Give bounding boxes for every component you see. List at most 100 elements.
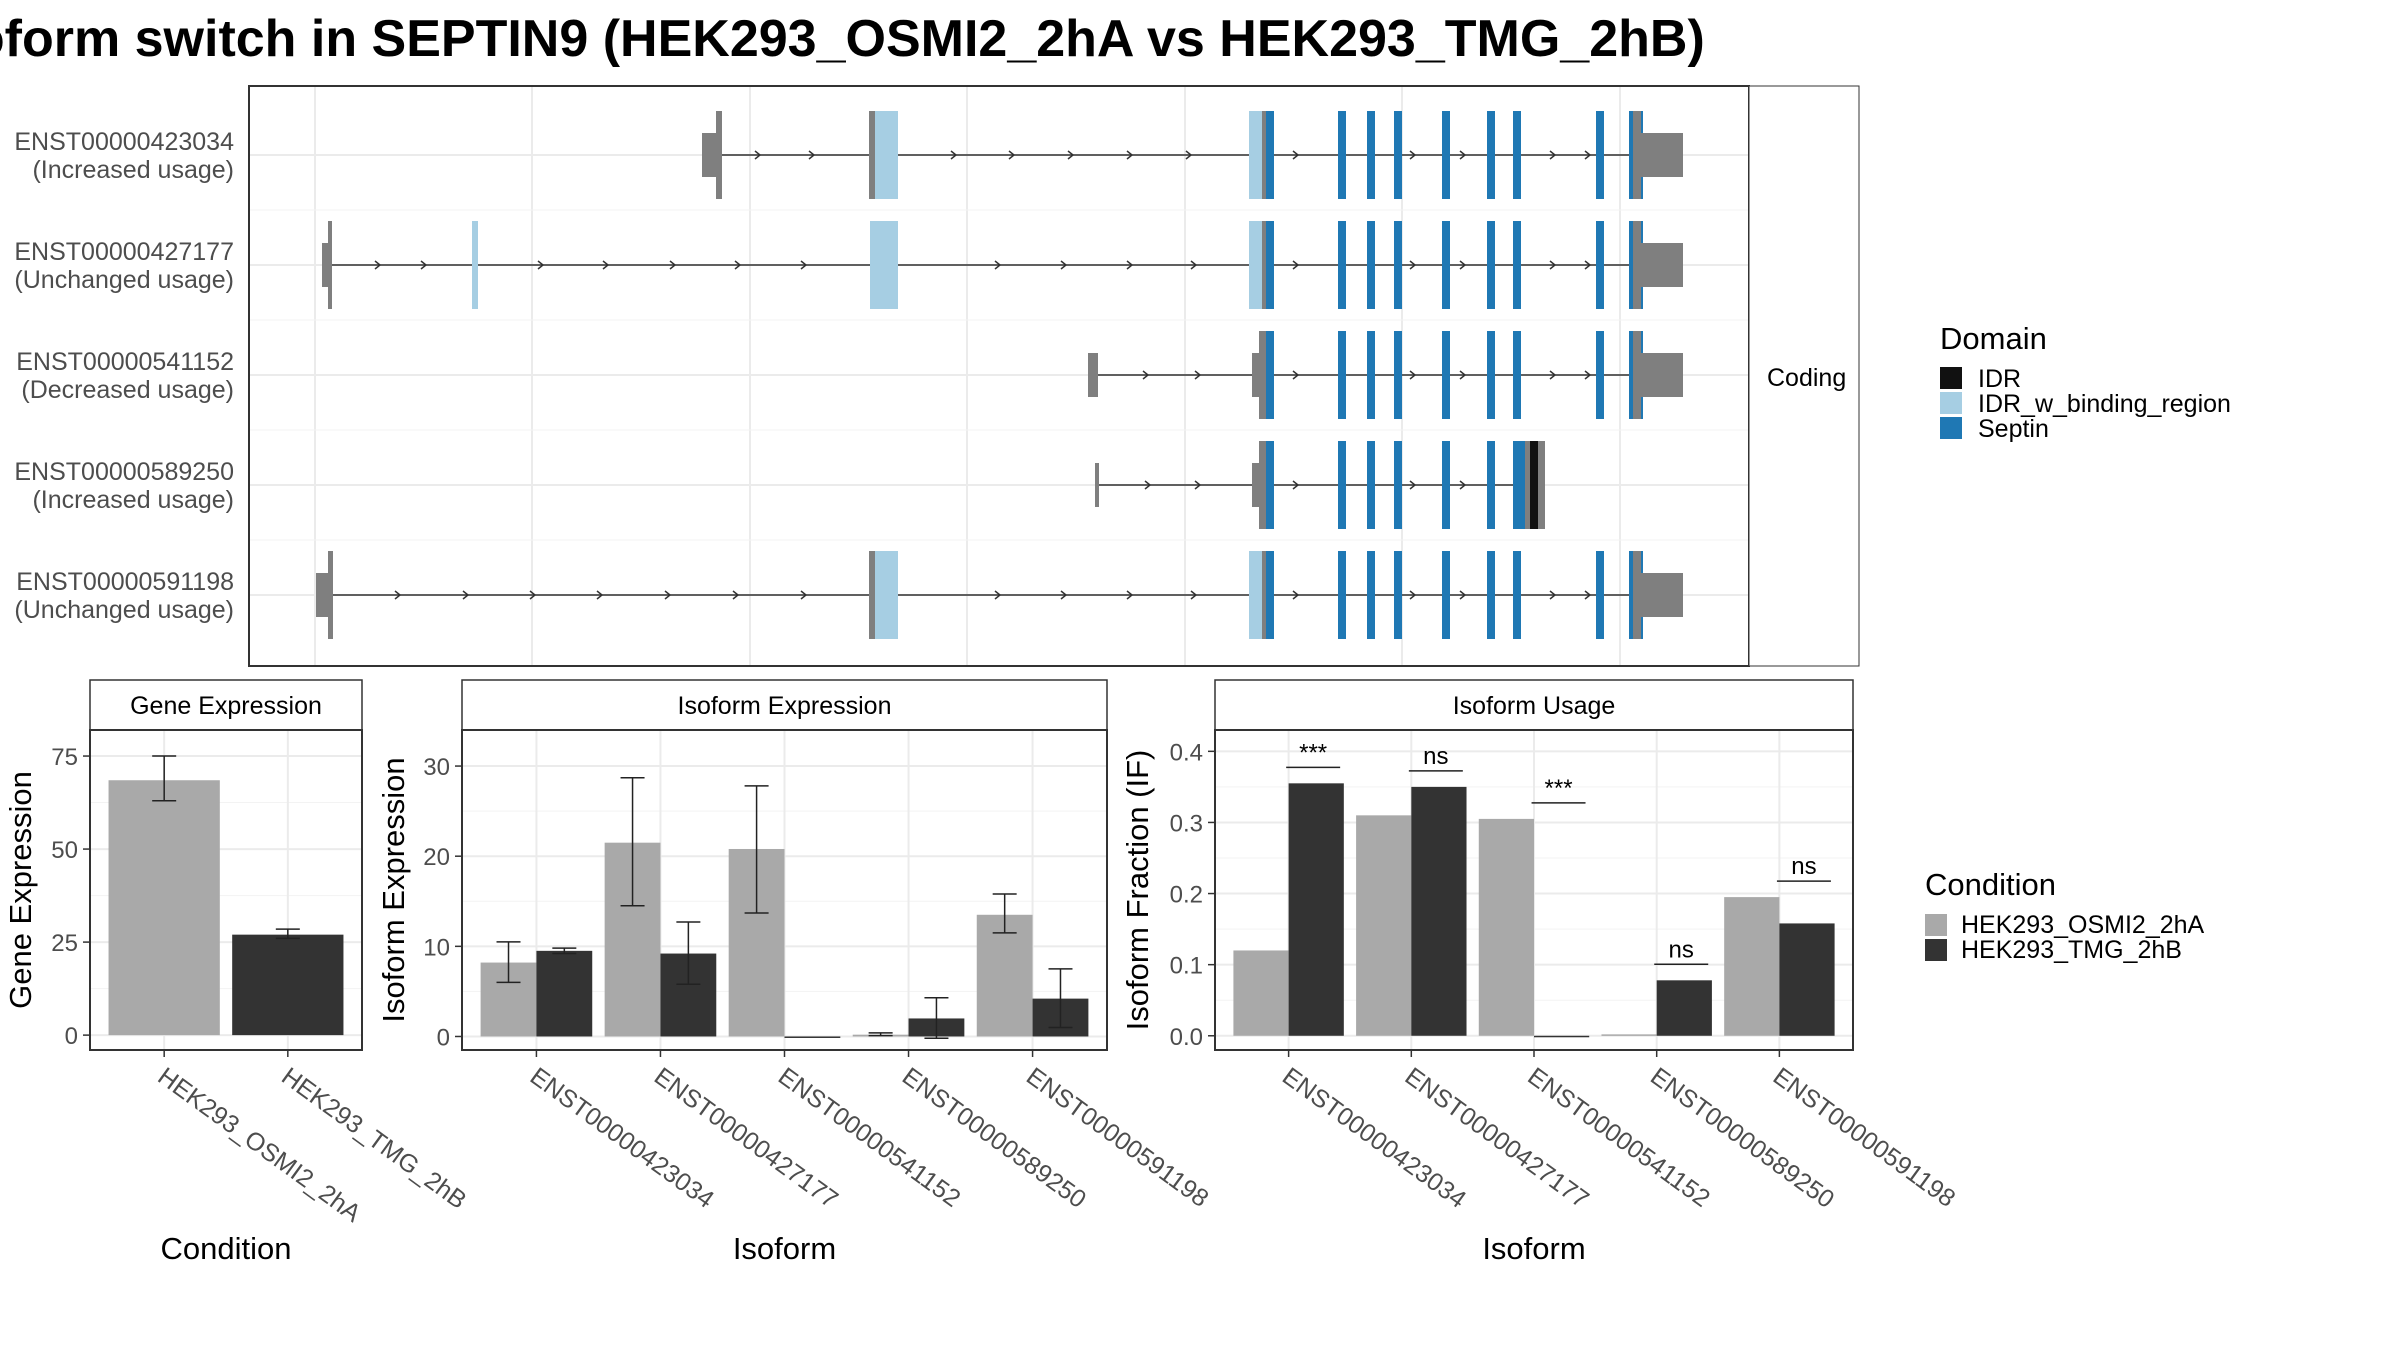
y-tick-label: 0.4	[1170, 739, 1203, 766]
intron-arrow	[1459, 370, 1467, 380]
septin-domain	[1487, 331, 1495, 419]
septin-domain	[1442, 441, 1450, 529]
legend-swatch	[1925, 914, 1947, 936]
septin-domain	[1394, 111, 1402, 199]
septin-domain	[1338, 221, 1346, 309]
septin-domain	[1338, 551, 1346, 639]
septin-domain	[1266, 331, 1274, 419]
x-axis-title: Isoform	[1482, 1231, 1585, 1266]
intron-arrow	[1194, 480, 1202, 490]
legend-swatch	[1940, 417, 1962, 439]
septin-domain	[1513, 331, 1521, 419]
intron-arrow	[994, 260, 1002, 270]
intron-arrow	[1142, 370, 1150, 380]
transcript-row	[316, 551, 1683, 639]
panel-border	[89, 729, 363, 1051]
septin-domain	[1367, 111, 1375, 199]
y-tick-label: 30	[423, 754, 450, 781]
intron-arrow	[1459, 260, 1467, 270]
exon	[1633, 111, 1641, 199]
transcript-usage-label: (Increased usage)	[32, 156, 234, 184]
intron-arrow	[800, 260, 808, 270]
intron-arrow	[529, 590, 537, 600]
intron-arrow	[1126, 150, 1134, 160]
septin-domain	[1487, 441, 1495, 529]
exon-utr	[1095, 463, 1099, 507]
intron-arrow	[374, 260, 382, 270]
idr-domain	[1530, 441, 1538, 529]
transcript-usage-label: (Unchanged usage)	[14, 596, 234, 624]
exon	[869, 551, 875, 639]
isoform-expression-panel: Isoform Expression0102030ENST00000423034…	[376, 679, 1214, 1266]
septin-domain	[1367, 441, 1375, 529]
transcript-id-label: ENST00000541152	[16, 348, 234, 376]
intron-arrow	[1549, 370, 1557, 380]
intron-arrow	[1144, 480, 1152, 490]
septin-domain	[1367, 331, 1375, 419]
intron-arrow	[420, 260, 428, 270]
intron-arrow	[1549, 150, 1557, 160]
idr-binding-domain	[870, 221, 898, 309]
y-tick-label: 0.2	[1170, 882, 1203, 909]
intron-arrow	[1459, 150, 1467, 160]
panel-strip-label: Isoform Usage	[1453, 692, 1616, 720]
intron-arrow	[1459, 590, 1467, 600]
intron-arrow	[1409, 150, 1417, 160]
x-tick-label: HEK293_OSMI2_2hA	[153, 1062, 366, 1228]
panel-strip	[461, 679, 1108, 731]
figure-title: Gene isoform switch in SEPTIN9 (HEK293_O…	[0, 10, 1705, 68]
bar	[976, 914, 1033, 1037]
legend-swatch	[1925, 939, 1947, 961]
transcript-id-label: ENST00000427177	[14, 238, 234, 266]
septin-domain	[1338, 331, 1346, 419]
y-axis-title: Isoform Expression	[376, 757, 411, 1022]
domain-legend-title: Domain	[1940, 321, 2047, 356]
septin-domain	[1513, 551, 1521, 639]
condition-legend-label: HEK293_TMG_2hB	[1961, 936, 2182, 964]
y-tick-label: 0.1	[1170, 953, 1203, 980]
y-tick-label: 20	[423, 844, 450, 871]
septin-domain	[1338, 111, 1346, 199]
exon-utr	[1641, 573, 1683, 617]
exon	[328, 551, 333, 639]
intron-arrow	[1549, 260, 1557, 270]
intron-arrow	[808, 150, 816, 160]
y-axis-title: Gene Expression	[3, 771, 38, 1009]
septin-domain	[1266, 111, 1274, 199]
septin-domain	[1367, 221, 1375, 309]
bar	[232, 934, 344, 1036]
intron-arrow	[950, 150, 958, 160]
y-tick-label: 0	[437, 1024, 450, 1051]
exon-utr	[1641, 243, 1683, 287]
y-tick-label: 50	[51, 837, 78, 864]
septin-domain	[1596, 551, 1604, 639]
domain-legend-label: IDR_w_binding_region	[1978, 390, 2231, 418]
intron-arrow	[1292, 260, 1300, 270]
intron-arrow	[1292, 590, 1300, 600]
septin-domain	[1487, 221, 1495, 309]
intron-arrow	[462, 590, 470, 600]
significance-label: ns	[1423, 743, 1448, 770]
intron-arrow	[1292, 150, 1300, 160]
exon-utr	[702, 133, 718, 177]
transcript-usage-label: (Decreased usage)	[21, 376, 234, 404]
exon-utr	[316, 573, 330, 617]
septin-domain	[1596, 221, 1604, 309]
exon-utr	[322, 243, 330, 287]
exon	[1633, 551, 1641, 639]
exon	[716, 111, 722, 199]
bar	[1233, 950, 1289, 1036]
intron-arrow	[754, 150, 762, 160]
septin-domain	[1266, 221, 1274, 309]
transcript-id-label: ENST00000589250	[14, 458, 234, 486]
exon-utr	[1641, 353, 1683, 397]
intron-arrow	[1549, 590, 1557, 600]
panel-strip-label: Isoform Expression	[678, 692, 892, 720]
transcript-id-label: ENST00000423034	[14, 128, 234, 156]
y-axis-title: Isoform Fraction (IF)	[1120, 750, 1155, 1031]
exon-utr	[1641, 133, 1683, 177]
intron-arrow	[1060, 590, 1068, 600]
